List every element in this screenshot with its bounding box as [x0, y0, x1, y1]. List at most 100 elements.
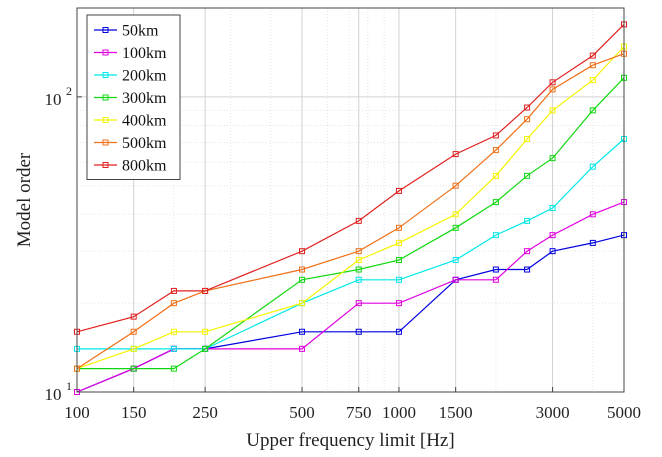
series-300km: [74, 74, 627, 372]
data-point: [524, 172, 531, 179]
data-point: [299, 345, 306, 352]
data-point: [492, 147, 499, 154]
data-point: [524, 266, 531, 273]
series-800km: [74, 21, 627, 335]
data-point: [355, 300, 362, 307]
data-point: [492, 172, 499, 179]
x-tick-label: 100: [64, 403, 90, 422]
x-tick-label: 500: [289, 403, 315, 422]
legend-item: 500km: [94, 135, 167, 152]
data-point: [549, 232, 556, 239]
data-point: [299, 328, 306, 335]
data-point: [355, 248, 362, 255]
series-400km: [74, 43, 627, 372]
legend-item: 100km: [94, 45, 167, 62]
data-point: [299, 248, 306, 255]
series-500km: [74, 50, 627, 372]
legend-marker: [102, 72, 109, 78]
data-point: [355, 276, 362, 283]
data-point: [452, 182, 459, 189]
series-line: [77, 77, 625, 370]
legend-item: 400km: [94, 113, 167, 130]
legend-label: 300km: [122, 90, 167, 107]
legend-item: 200km: [94, 68, 167, 85]
legend-marker: [102, 117, 109, 123]
data-point: [299, 266, 306, 273]
legend-label: 100km: [122, 45, 167, 62]
legend-label: 800km: [122, 158, 167, 175]
data-point: [452, 151, 459, 158]
data-point: [170, 287, 177, 294]
data-point: [549, 79, 556, 86]
legend-marker: [102, 139, 109, 146]
data-point: [355, 217, 362, 224]
data-point: [130, 328, 137, 335]
data-point: [492, 276, 499, 283]
data-point: [589, 77, 596, 84]
data-point: [492, 232, 499, 239]
legend-label: 200km: [122, 68, 167, 85]
data-point: [589, 107, 596, 114]
data-point: [549, 86, 556, 93]
x-tick-label: 1500: [439, 403, 473, 422]
data-point: [170, 345, 177, 352]
data-point: [130, 365, 137, 372]
x-tick-label: 1000: [382, 403, 416, 422]
data-point: [492, 266, 499, 273]
data-point: [524, 116, 531, 123]
data-point: [130, 345, 137, 352]
data-point: [492, 199, 499, 206]
data-point: [299, 276, 306, 283]
legend-marker: [102, 27, 109, 33]
data-point: [395, 257, 402, 264]
series-line: [76, 201, 625, 393]
data-point: [452, 224, 459, 231]
data-point: [452, 257, 459, 264]
data-point: [524, 135, 531, 142]
data-point: [589, 211, 596, 218]
data-point: [202, 328, 209, 335]
y-tick-exponent: 1: [66, 379, 72, 393]
series-line: [76, 46, 625, 370]
data-point: [170, 328, 177, 335]
data-point: [130, 313, 137, 320]
data-point: [589, 239, 596, 246]
legend-item: 300km: [94, 90, 167, 107]
data-point: [549, 248, 556, 255]
legend-label: 500km: [122, 135, 167, 152]
legend-item: 800km: [94, 158, 167, 175]
data-point: [355, 266, 362, 273]
data-point: [549, 155, 556, 162]
data-point: [170, 365, 177, 372]
y-axis-ticks: 10 1 10 2: [45, 84, 82, 404]
legend-marker: [102, 162, 109, 168]
series-line: [76, 23, 625, 333]
legend-marker: [102, 94, 109, 101]
legend: 50km 100km 200km 300km 400km 500km 800km: [86, 14, 181, 180]
y-tick-label: 10: [45, 90, 62, 109]
series-50km: [74, 232, 627, 395]
data-point: [589, 163, 596, 170]
x-tick-label: 5000: [607, 403, 641, 422]
data-point: [170, 300, 177, 307]
data-point: [549, 107, 556, 114]
legend-label: 400km: [122, 113, 167, 130]
legend-marker: [102, 49, 109, 56]
series-line: [77, 138, 625, 350]
data-point: [524, 104, 531, 111]
legend-label: 50km: [122, 23, 159, 40]
data-point: [452, 276, 459, 283]
plot-frame: [76, 7, 625, 393]
data-point: [452, 211, 459, 218]
y-tick-exponent: 2: [66, 84, 72, 98]
y-tick-label: 10: [45, 385, 62, 404]
data-point: [202, 287, 209, 294]
series-100km: [74, 199, 627, 395]
data-point: [395, 276, 402, 283]
y-axis-title: Model order: [14, 152, 35, 247]
data-point: [589, 52, 596, 59]
data-point: [355, 257, 362, 264]
legend-item: 50km: [94, 23, 159, 40]
data-point: [395, 224, 402, 231]
